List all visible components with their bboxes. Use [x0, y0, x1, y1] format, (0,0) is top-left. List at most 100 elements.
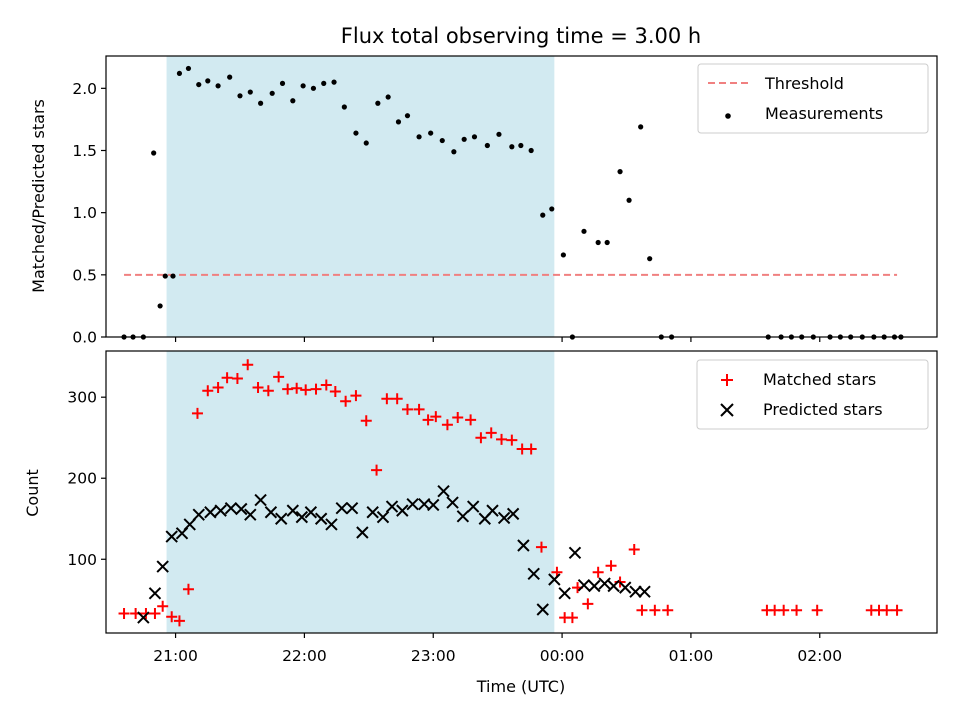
top-y-tick-label: 1.0 [72, 204, 97, 222]
measurement-point [215, 83, 221, 89]
predicted-star-point [235, 502, 248, 516]
top-y-tick-label: 1.5 [72, 142, 97, 160]
matched-star-point [157, 600, 169, 612]
matched-star-point [485, 427, 497, 439]
predicted-star-point [506, 507, 520, 521]
measurement-point [310, 85, 317, 91]
matched-star-point [582, 598, 594, 610]
legend-matched-swatch [721, 374, 733, 386]
bottom-matched-points [118, 359, 903, 627]
matched-star-point [242, 359, 254, 371]
matched-star-point [371, 464, 383, 476]
matched-star-point [496, 433, 508, 445]
predicted-star-point [466, 500, 480, 513]
predicted-star-point [335, 501, 348, 515]
predicted-star-point [148, 587, 162, 600]
matched-star-point [191, 407, 203, 419]
predicted-star-point [345, 501, 359, 515]
measurement-point [290, 98, 296, 104]
matched-star-point [605, 560, 617, 572]
legend-matched-label: Matched stars [763, 370, 876, 389]
matched-star-point [118, 608, 130, 620]
measurement-point [185, 65, 192, 72]
measurement-point [157, 303, 163, 309]
matched-star-point [391, 393, 403, 405]
matched-star-point [202, 385, 214, 397]
top-points [121, 65, 904, 340]
matched-star-point [566, 612, 578, 624]
measurement-point [395, 119, 402, 125]
measurement-point [227, 74, 233, 80]
predicted-star-point [366, 506, 379, 519]
matched-star-point [811, 604, 823, 616]
measurement-point [162, 273, 168, 279]
bottom-y-tick-label: 300 [67, 389, 97, 407]
top-y-axis-label: Matched/Predicted stars [29, 99, 48, 293]
predicted-star-point [456, 510, 470, 523]
predicted-star-point [325, 518, 338, 531]
matched-star-point [182, 583, 194, 595]
predicted-star-point [577, 578, 591, 592]
matched-star-point [149, 608, 161, 620]
legend-predicted-label: Predicted stars [763, 400, 883, 419]
predicted-star-point [156, 560, 169, 573]
bottom-x-tick-label: 21:00 [153, 647, 198, 665]
matched-star-point [173, 615, 185, 627]
bottom-y-ticks: 100 200 300 [67, 389, 106, 569]
matched-star-point [891, 604, 903, 616]
matched-star-point [262, 385, 274, 397]
matched-star-point [465, 414, 477, 426]
bottom-shaded-span [166, 351, 555, 633]
predicted-star-point [396, 504, 409, 517]
matched-star-point [452, 411, 464, 423]
matched-star-point [360, 415, 372, 427]
top-shaded-span [166, 56, 555, 337]
predicted-star-point [619, 581, 632, 594]
top-y-tick-label: 2.0 [72, 80, 97, 98]
top-plot-frame [105, 55, 938, 338]
bottom-legend-box [696, 359, 929, 430]
matched-star-point [320, 379, 332, 391]
predicted-star-point [497, 511, 511, 525]
top-y-ticks: 0.0 0.5 1.0 1.5 2.0 [72, 80, 106, 347]
predicted-star-point [437, 484, 450, 498]
top-y-tick-label: 0.0 [72, 329, 97, 347]
predicted-star-point [376, 510, 390, 524]
measurement-point [528, 147, 534, 154]
matched-star-point [221, 372, 233, 384]
measurement-point [471, 134, 478, 140]
measurement-point [509, 144, 515, 150]
predicted-star-point [165, 530, 178, 543]
predicted-star-point [314, 512, 328, 525]
bottom-x-tick-label: 01:00 [669, 647, 714, 665]
matched-star-point [340, 395, 352, 407]
measurement-point [416, 134, 422, 140]
matched-star-point [662, 604, 674, 616]
measurement-point [269, 90, 275, 96]
matched-star-point [231, 373, 243, 385]
matched-star-point [166, 611, 178, 623]
measurement-point [484, 142, 490, 149]
measurement-point [560, 252, 566, 258]
predicted-star-point [598, 577, 611, 590]
measurement-point [439, 137, 445, 144]
measurement-point [353, 130, 359, 136]
legend-measurements-swatch [725, 113, 731, 119]
predicted-star-point [427, 498, 440, 512]
bottom-predicted-points [137, 484, 651, 624]
measurement-point [300, 83, 306, 89]
predicted-star-point [192, 508, 205, 521]
matched-star-point [350, 390, 362, 402]
matched-star-point [791, 604, 803, 616]
predicted-star-point [286, 504, 300, 517]
matched-star-point [273, 371, 285, 383]
matched-star-point [401, 403, 413, 415]
matched-star-point [310, 383, 322, 395]
matched-star-point [525, 443, 537, 455]
measurement-point [428, 130, 434, 136]
predicted-star-point [558, 587, 571, 600]
predicted-star-point [629, 585, 642, 598]
predicted-star-point [183, 518, 196, 531]
predicted-star-point [204, 506, 217, 519]
